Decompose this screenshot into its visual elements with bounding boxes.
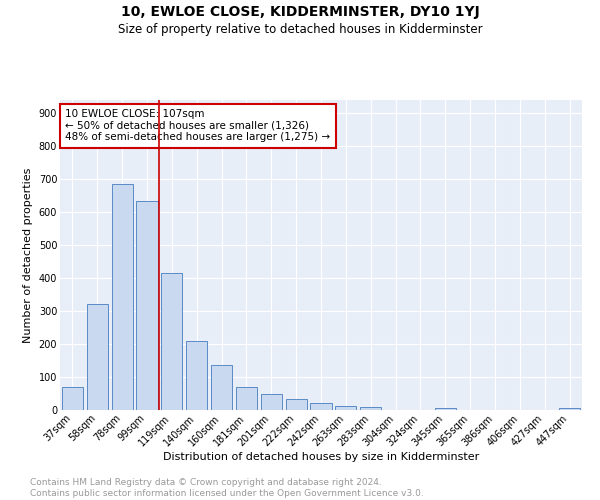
Bar [112, 184, 133, 410]
Y-axis label: Number of detached properties: Number of detached properties [23, 168, 33, 342]
Bar [310, 402, 332, 410]
Bar [559, 408, 580, 410]
Text: Distribution of detached houses by size in Kidderminster: Distribution of detached houses by size … [163, 452, 479, 462]
Bar [211, 365, 232, 410]
Bar [186, 340, 207, 410]
Bar [87, 304, 108, 410]
Bar [261, 394, 282, 410]
Bar [136, 200, 158, 410]
Bar [435, 408, 456, 410]
Bar [161, 273, 182, 410]
Text: Size of property relative to detached houses in Kidderminster: Size of property relative to detached ho… [118, 22, 482, 36]
Text: 10, EWLOE CLOSE, KIDDERMINSTER, DY10 1YJ: 10, EWLOE CLOSE, KIDDERMINSTER, DY10 1YJ [121, 5, 479, 19]
Bar [335, 406, 356, 410]
Bar [360, 408, 381, 410]
Bar [286, 399, 307, 410]
Bar [236, 387, 257, 410]
Bar [62, 387, 83, 410]
Text: 10 EWLOE CLOSE: 107sqm
← 50% of detached houses are smaller (1,326)
48% of semi-: 10 EWLOE CLOSE: 107sqm ← 50% of detached… [65, 110, 331, 142]
Text: Contains HM Land Registry data © Crown copyright and database right 2024.
Contai: Contains HM Land Registry data © Crown c… [30, 478, 424, 498]
